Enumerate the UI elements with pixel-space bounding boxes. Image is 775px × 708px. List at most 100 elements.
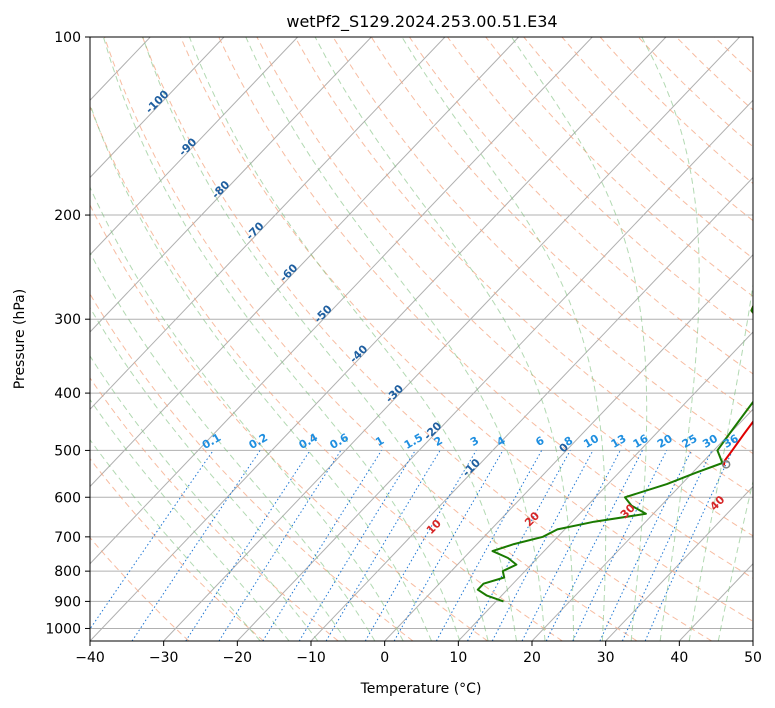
- isotherm-label: -60: [277, 261, 300, 284]
- mixing-ratio-line: [90, 450, 214, 630]
- moist-adiabat: [142, 37, 489, 641]
- moist-adiabat: [511, 37, 648, 641]
- moist-adiabat: [90, 398, 290, 641]
- dry-adiabat: [752, 37, 753, 39]
- dry-adiabat: [637, 37, 753, 148]
- isotherm-line: [605, 485, 753, 641]
- mixing-ratio-label: 10: [581, 432, 601, 451]
- isotherm-label: -70: [243, 219, 266, 242]
- x-tick-label: 30: [597, 650, 615, 666]
- x-tick-label: 10: [449, 650, 467, 666]
- mixing-ratio-label: 0.4: [297, 431, 321, 452]
- y-axis-title: Pressure (hPa): [12, 289, 28, 389]
- plot-frame: [89, 36, 754, 642]
- moist-adiabat: [188, 37, 517, 641]
- mixing-ratio-line: [644, 450, 734, 641]
- mixing-ratio-line: [185, 450, 311, 641]
- dry-adiabat: [332, 37, 753, 455]
- moist-adiabat-label: 20: [522, 509, 542, 529]
- x-tick-label: 50: [744, 650, 762, 666]
- x-tick-label: −30: [149, 650, 179, 666]
- temperature-profile-line: [722, 304, 753, 466]
- moist-adiabat: [717, 479, 753, 641]
- y-tick-label: 300: [54, 312, 81, 328]
- isotherm-line: [90, 37, 299, 256]
- y-tick-label: 800: [54, 564, 81, 580]
- dry-adiabat: [218, 37, 753, 579]
- y-tick-label: 900: [54, 594, 81, 610]
- mixing-ratio-line: [393, 450, 504, 641]
- dry-adiabat: [90, 457, 264, 641]
- isotherm-line: [90, 37, 593, 565]
- mixing-ratio-line: [298, 450, 416, 641]
- mixing-ratio-line: [131, 450, 261, 641]
- moist-adiabat: [314, 37, 575, 641]
- dry-adiabat: [370, 37, 753, 415]
- dry-adiabat: [90, 105, 563, 641]
- isotherm-label: -30: [383, 382, 406, 405]
- moist-adiabat: [90, 438, 261, 641]
- moist-adiabat: [641, 37, 700, 641]
- mixing-ratio-label: 25: [680, 432, 700, 451]
- dry-adiabat: [447, 37, 753, 336]
- isotherm-line: [752, 640, 753, 641]
- mixing-ratio-line: [435, 450, 543, 641]
- mixing-ratio-line: [262, 450, 382, 641]
- x-axis: −40 −30 −20 −10 0 10 20 30 40 50: [75, 641, 762, 666]
- isotherm-line: [531, 408, 753, 641]
- y-tick-label: 100: [54, 30, 81, 46]
- dry-adiabat: [90, 203, 488, 641]
- mixing-ratio-label: 6: [533, 434, 546, 449]
- mixing-ratio-label: 1: [373, 434, 386, 449]
- isotherm-label: -50: [312, 302, 335, 325]
- y-tick-label: 500: [54, 443, 81, 459]
- dry-adiabat: [294, 37, 753, 495]
- isotherm-line: [457, 331, 753, 641]
- mixing-ratio-label: 13: [609, 432, 629, 451]
- mixing-ratio-label: 16: [631, 432, 651, 451]
- mixing-ratio-line: [467, 450, 571, 641]
- background-lines: [90, 37, 753, 641]
- isotherm-line: [90, 37, 446, 410]
- x-tick-label: 20: [523, 650, 541, 666]
- dry-adiabat: [714, 37, 753, 75]
- x-tick-label: −40: [75, 650, 105, 666]
- dry-adiabat: [256, 37, 753, 537]
- y-tick-label: 700: [54, 530, 81, 546]
- y-tick-label: 200: [54, 208, 81, 224]
- moist-adiabat: [90, 186, 404, 641]
- dry-adiabat: [90, 293, 414, 641]
- moist-adiabat: [401, 37, 607, 641]
- mixing-ratio-line: [364, 450, 477, 641]
- x-axis-title: Temperature (°C): [360, 681, 482, 697]
- lcl-marker: [721, 460, 731, 469]
- y-axis: 100 200 300 400 500 600 700 800 900 1000: [45, 30, 90, 637]
- moist-adiabat: [90, 251, 376, 641]
- mixing-ratio-label: 3: [468, 434, 481, 449]
- x-tick-label: 40: [670, 650, 688, 666]
- moist-adiabat: [245, 37, 546, 641]
- mixing-ratio-label: 20: [655, 432, 675, 451]
- dry-adiabat: [485, 37, 753, 297]
- moist-adiabat: [90, 355, 319, 641]
- dry-adiabat: [103, 37, 638, 641]
- dry-adiabat: [408, 37, 753, 375]
- isotherm-label: -90: [176, 135, 199, 158]
- y-tick-label: 1000: [45, 621, 81, 637]
- moist-adiabat: [102, 37, 461, 641]
- isotherm-line: [90, 37, 667, 641]
- isotherm-line: [90, 37, 225, 179]
- dry-adiabat: [675, 37, 753, 111]
- dry-adiabat: [90, 536, 190, 641]
- mixing-ratio-line: [572, 450, 668, 641]
- x-tick-label: −10: [296, 650, 326, 666]
- data-series: [476, 304, 753, 603]
- isotherm-line: [90, 37, 372, 333]
- dry-adiabat: [180, 37, 753, 622]
- isotherm-label: -10: [460, 456, 483, 479]
- mixing-ratio-line: [545, 450, 643, 641]
- moist-adiabat: [688, 281, 753, 641]
- mixing-ratio-line: [218, 450, 342, 641]
